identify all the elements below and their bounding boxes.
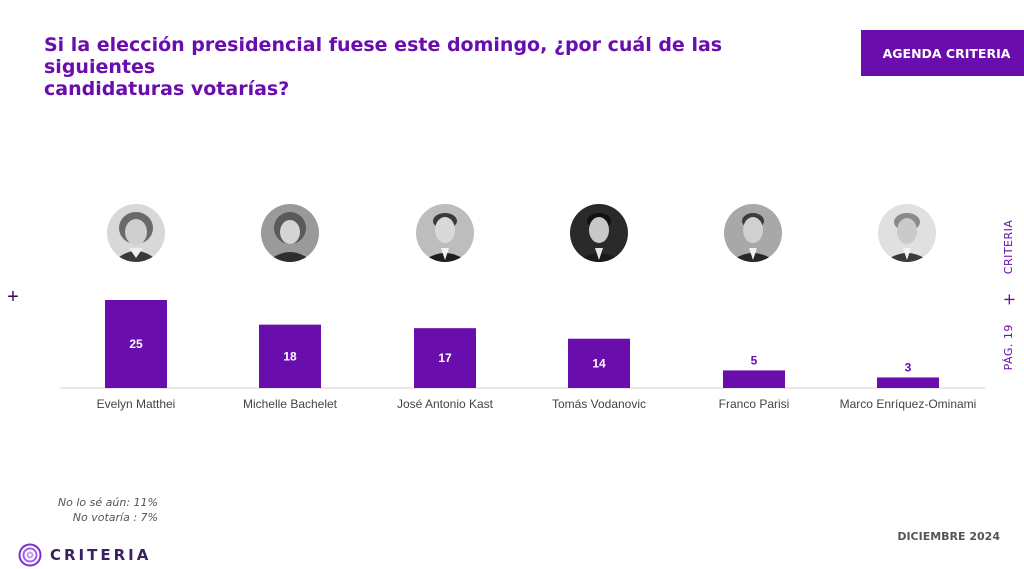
criteria-logo: CRITERIA (18, 543, 151, 567)
category-label: Franco Parisi (719, 397, 790, 411)
bar (259, 324, 321, 388)
data-label: 5 (751, 353, 758, 367)
category-label: Evelyn Matthei (97, 397, 176, 411)
plus-icon: + (7, 286, 19, 308)
data-label: 25 (129, 337, 143, 351)
bar (105, 300, 167, 388)
note-wont-vote: No votaría : 7% (72, 511, 158, 524)
agenda-criteria-button[interactable]: AGENDA CRITERIA (861, 30, 1024, 76)
data-label: 17 (438, 351, 452, 365)
candidate-portrait-icon (878, 204, 936, 262)
data-label: 3 (905, 360, 912, 374)
notes: No lo sé aún: 11% No votaría : 7% (40, 495, 158, 525)
bar (877, 377, 939, 388)
category-label: Michelle Bachelet (243, 397, 338, 411)
data-label: 14 (592, 356, 606, 370)
candidate-portrait-icon (107, 204, 165, 262)
candidate-portrait-icon (416, 204, 474, 262)
candidate-portrait-icon (724, 204, 782, 262)
criteria-logo-icon (18, 543, 42, 567)
candidate-portrait-icon (570, 204, 628, 262)
page-title: Si la elección presidencial fuese este d… (44, 34, 723, 100)
note-undecided: No lo sé aún: 11% (57, 496, 158, 509)
category-label: Marco Enríquez-Ominami (840, 397, 977, 411)
bar (723, 370, 785, 388)
logo-text: CRITERIA (50, 546, 152, 564)
category-label: Tomás Vodanovic (552, 397, 646, 411)
candidate-portrait-icon (261, 204, 319, 262)
bar (414, 328, 476, 388)
bar (568, 338, 630, 388)
data-label: 18 (283, 349, 297, 363)
report-date: DICIEMBRE 2024 (897, 530, 1000, 543)
category-label: José Antonio Kast (397, 397, 494, 411)
